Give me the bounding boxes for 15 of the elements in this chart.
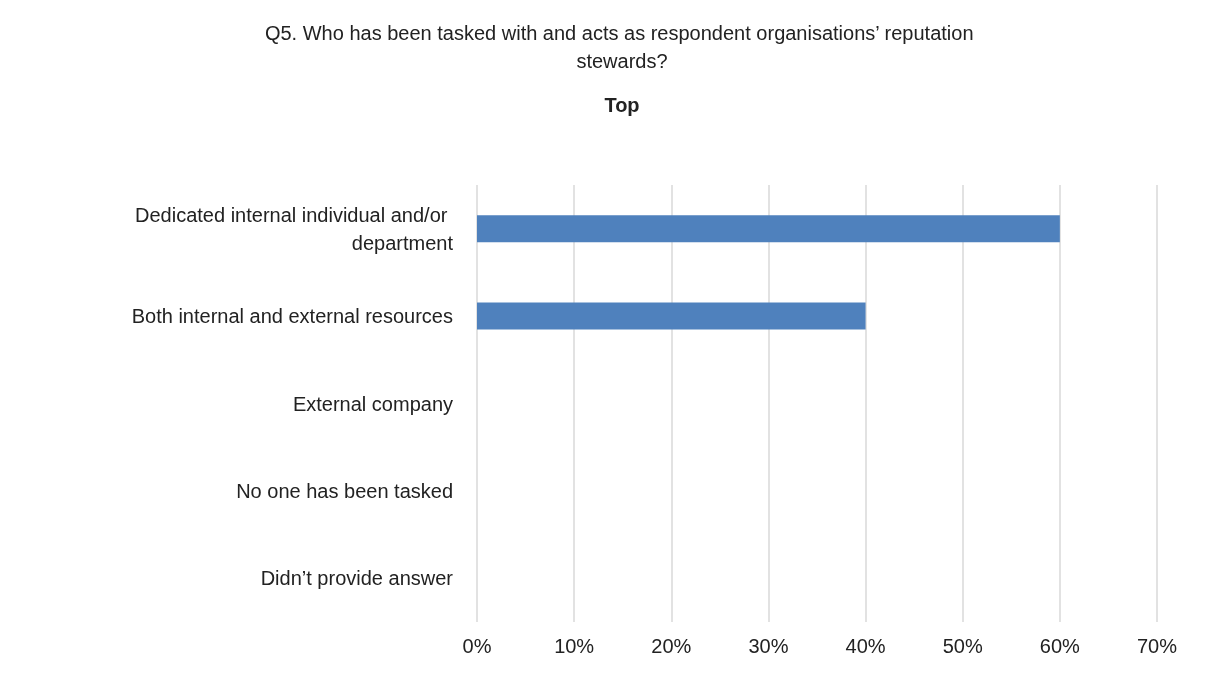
x-tick-label: 10% bbox=[554, 635, 595, 657]
y-tick-label: No one has been tasked bbox=[236, 479, 453, 502]
y-tick-label: Didn’t provide answer bbox=[260, 567, 454, 590]
x-tick-label: 70% bbox=[1136, 635, 1178, 657]
x-tick-label: 20% bbox=[651, 635, 692, 657]
x-tick-label: 60% bbox=[1039, 635, 1081, 657]
x-tick-label: 30% bbox=[748, 635, 789, 657]
chart-title: Q5. Who has been tasked with and acts as respondent organisations’ reputation stewards? bbox=[264, 22, 980, 72]
x-tick-label: 50% bbox=[942, 635, 983, 657]
chart-subtitle: Top bbox=[604, 94, 640, 116]
x-tick-label: 40% bbox=[845, 635, 886, 657]
y-tick-label: Both internal and external resources bbox=[131, 305, 453, 328]
y-tick-label: External company bbox=[292, 392, 453, 415]
y-tick-label: Dedicated internal individual and/or department bbox=[135, 203, 454, 254]
x-tick-label: 0% bbox=[462, 635, 492, 657]
